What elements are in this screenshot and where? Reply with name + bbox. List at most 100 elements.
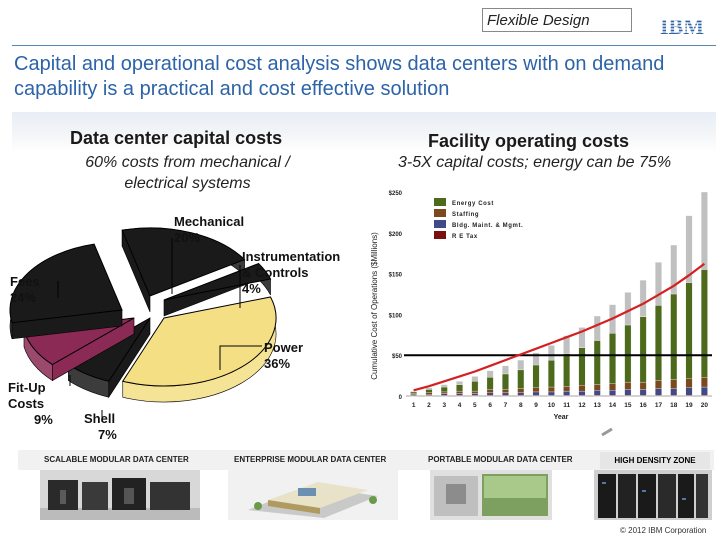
bar-segment-staffing <box>517 388 525 393</box>
high-density-zone-photo <box>594 470 712 520</box>
bar-segment-energy-cost <box>410 391 418 394</box>
bar-segment-bldg-maint-mgmt <box>655 388 662 396</box>
header-rule <box>12 45 716 46</box>
x-tick-label: 19 <box>685 402 693 409</box>
bar-segment-other <box>410 390 418 393</box>
x-tick-label: 13 <box>594 402 602 409</box>
bar-segment-energy-cost <box>639 316 647 383</box>
bar-segment-bldg-maint-mgmt <box>517 392 525 396</box>
x-tick-label: 7 <box>504 402 508 409</box>
x-tick-label: 20 <box>701 402 709 409</box>
copyright: © 2012 IBM Corporation <box>620 526 707 535</box>
bar-segment-bldg-maint-mgmt <box>486 392 494 396</box>
bar-segment-energy-cost <box>670 293 678 380</box>
bar-segment-other <box>456 381 463 385</box>
scalable-datacenter-photo <box>40 470 200 520</box>
section-band <box>12 112 716 152</box>
bar-segment-staffing <box>670 379 678 389</box>
portable-datacenter-photo <box>430 470 552 520</box>
bar-segment-energy-cost <box>578 347 586 386</box>
y-tick-label: 0 <box>399 395 403 401</box>
bar-segment-bldg-maint-mgmt <box>471 393 479 396</box>
bar-segment-other <box>502 365 509 375</box>
pie-label-instrumentation: Instrumentation & Controls 4% <box>242 249 352 297</box>
operating-costs-subheading: 3-5X capital costs; energy can be 75% <box>398 154 672 171</box>
bar-segment-bldg-maint-mgmt <box>547 391 555 396</box>
x-tick-label: 5 <box>473 402 477 409</box>
pie-label-power-name: Power <box>264 340 304 355</box>
bar-segment-other <box>471 376 479 382</box>
pie-label-shell-value: 7% <box>98 427 117 442</box>
chart-legend: Energy Cost Staffing Bldg. Maint. & Mgmt. R… <box>434 198 523 240</box>
bar-segment-other <box>700 191 708 270</box>
y-tick-label: $250 <box>389 191 403 197</box>
legend-label: Bldg. Maint. & Mgmt. <box>452 223 523 229</box>
bar-segment-energy-cost <box>486 377 494 390</box>
x-tick-label: 6 <box>488 402 492 409</box>
pie-slice-power <box>121 296 277 387</box>
legend-swatch <box>434 209 446 217</box>
bar-segment-staffing <box>532 387 540 393</box>
trend-line <box>413 262 706 392</box>
bar-segment-energy-cost <box>456 384 463 392</box>
bar-segment-energy-cost <box>609 333 616 384</box>
operating-costs-bar-chart: Cumulative Cost of Operations ($Millions… <box>370 191 712 421</box>
x-tick-label: 15 <box>624 402 632 409</box>
bar-segment-bldg-maint-mgmt <box>593 390 601 396</box>
bar-segment-bldg-maint-mgmt <box>639 389 647 396</box>
bar-segment-staffing <box>593 384 601 391</box>
pie-label-instrumentation-value: 4% <box>242 281 261 296</box>
bar-segment-bldg-maint-mgmt <box>700 386 708 396</box>
pie-label-power: Power 36% <box>264 340 303 372</box>
bar-segment-energy-cost <box>685 282 693 380</box>
legend-label: Staffing <box>452 212 479 218</box>
bar-segment-bldg-maint-mgmt <box>440 393 448 396</box>
bar-segment-energy-cost <box>471 381 479 392</box>
bar-segment-energy-cost <box>440 386 448 393</box>
x-tick-label: 18 <box>670 402 678 409</box>
x-tick-label: 1 <box>412 402 416 409</box>
bar-segment-staffing <box>685 378 693 388</box>
legend-label: Energy Cost <box>452 201 494 207</box>
legend-swatch <box>434 231 446 239</box>
bar-segment-bldg-maint-mgmt <box>532 391 540 396</box>
x-tick-label: 10 <box>548 402 556 409</box>
bar-segment-staffing <box>609 383 616 391</box>
pie-slice-instrumentation-controls <box>163 262 272 301</box>
y-tick-label: $50 <box>392 354 403 360</box>
bar-segment-energy-cost <box>517 369 525 389</box>
bar-segment-energy-cost <box>425 389 433 393</box>
bar-segment-other <box>425 387 433 390</box>
corner-arrow-icon <box>601 427 613 437</box>
x-tick-label: 3 <box>442 402 446 409</box>
bar-segment-other <box>655 262 662 306</box>
x-tick-label: 11 <box>563 402 570 409</box>
bar-segment-other <box>547 345 555 361</box>
x-tick-label: 12 <box>578 402 586 409</box>
bar-segment-energy-cost <box>593 340 601 385</box>
footer-strip <box>18 450 714 470</box>
capital-costs-pie-chart <box>9 227 277 422</box>
bar-segment-other <box>532 352 540 366</box>
bar-segment-staffing <box>425 392 433 395</box>
slide-title: Capital and operational cost analysis sh… <box>14 53 665 100</box>
bar-segment-bldg-maint-mgmt <box>685 387 693 396</box>
bar-segment-other <box>578 327 586 349</box>
bar-segment-staffing <box>639 381 647 390</box>
x-tick-label: 8 <box>519 402 523 409</box>
pie-label-fees-name: Fees <box>10 274 40 289</box>
bar-segment-bldg-maint-mgmt <box>502 392 509 396</box>
pie-label-shell-name: Shell <box>84 411 116 426</box>
operating-costs-heading: Facility operating costs <box>428 131 630 151</box>
pie-label-mechanical-value: 20% <box>174 230 201 245</box>
pie-label-shell: Shell 7% <box>84 411 117 443</box>
bar-segment-other <box>517 359 525 371</box>
pie-label-power-value: 36% <box>264 356 291 371</box>
y-tick-label: $150 <box>389 273 403 279</box>
footer-label-portable: PORTABLE MODULAR DATA CENTER <box>428 455 573 464</box>
bar-segment-staffing <box>456 390 463 394</box>
footer-label-enterprise: ENTERPRISE MODULAR DATA CENTER <box>234 455 387 464</box>
flexible-design-tag: Flexible Design <box>482 8 632 32</box>
bar-segment-staffing <box>700 377 708 388</box>
bar-segment-staffing <box>563 386 571 392</box>
